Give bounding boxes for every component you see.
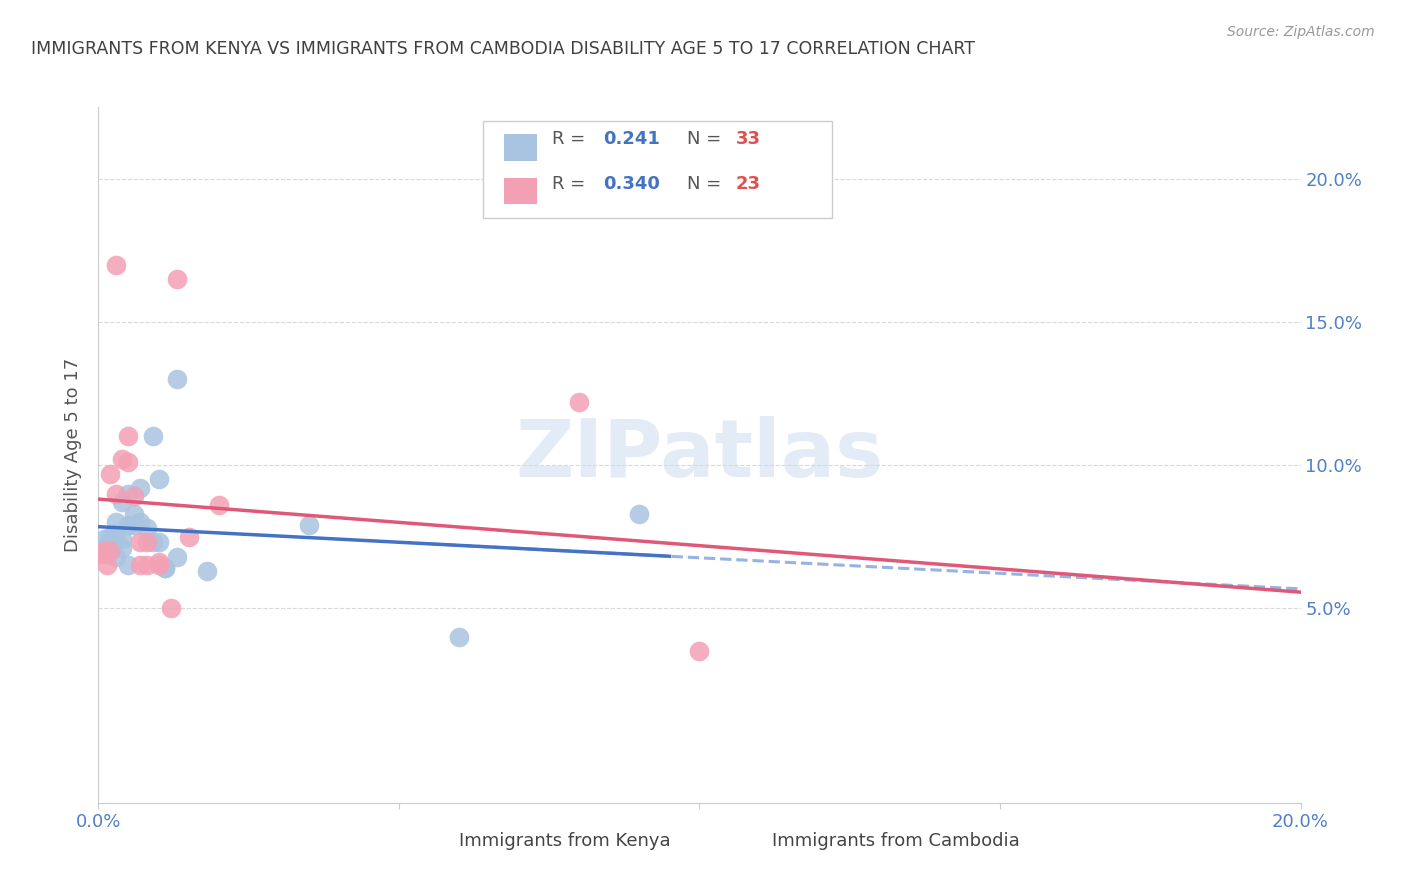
Point [117,486,139,500]
Point [166,372,188,386]
Point [111,533,134,547]
Point [129,515,152,529]
Text: IMMIGRANTS FROM KENYA VS IMMIGRANTS FROM CAMBODIA DISABILITY AGE 5 TO 17 CORRELA: IMMIGRANTS FROM KENYA VS IMMIGRANTS FROM… [31,40,974,58]
Point [100,529,122,543]
Point [195,564,218,578]
Point [166,549,188,564]
Point [100,544,122,558]
Point [117,429,139,443]
Point [124,507,146,521]
Point [105,549,128,564]
Point [100,467,122,481]
Text: N =: N = [688,175,727,194]
Text: 33: 33 [735,130,761,148]
Point [117,518,139,533]
Point [91,547,114,561]
Point [153,561,176,575]
Point [159,601,181,615]
Bar [730,830,763,857]
Point [117,558,139,573]
Point [135,535,157,549]
Text: 23: 23 [735,175,761,194]
Text: R =: R = [551,175,591,194]
Point [111,541,134,555]
Point [93,541,115,555]
Bar [418,830,451,857]
Point [103,535,125,549]
Point [96,558,118,573]
Point [93,544,115,558]
Text: R =: R = [551,130,591,148]
Point [628,507,651,521]
FancyBboxPatch shape [484,121,832,219]
Point [111,495,134,509]
Point [148,535,170,549]
Text: Source: ZipAtlas.com: Source: ZipAtlas.com [1227,25,1375,39]
Point [298,518,321,533]
Text: Immigrants from Kenya: Immigrants from Kenya [458,832,671,850]
Point [208,498,231,512]
Bar [503,178,537,204]
Point [111,452,134,467]
Point [135,521,157,535]
Point [100,544,122,558]
Text: 0.241: 0.241 [603,130,661,148]
Point [93,533,115,547]
Point [153,561,176,575]
Text: Immigrants from Cambodia: Immigrants from Cambodia [772,832,1019,850]
Point [117,455,139,469]
Point [105,258,128,272]
Text: ZIPatlas: ZIPatlas [516,416,883,494]
Point [177,529,200,543]
Point [124,490,146,504]
Bar [503,134,537,161]
Point [447,630,470,644]
Point [100,538,122,552]
Point [568,395,591,409]
Y-axis label: Disability Age 5 to 17: Disability Age 5 to 17 [65,358,83,552]
Point [689,644,711,658]
Point [148,558,170,573]
Point [124,518,146,533]
Point [141,429,163,443]
Text: N =: N = [688,130,727,148]
Point [129,535,152,549]
Point [96,547,118,561]
Point [148,472,170,486]
Text: 0.340: 0.340 [603,175,661,194]
Point [148,555,170,569]
Point [105,515,128,529]
Point [129,558,152,573]
Point [135,558,157,573]
Point [105,486,128,500]
Point [141,535,163,549]
Point [105,526,128,541]
Point [166,272,188,286]
Point [129,481,152,495]
